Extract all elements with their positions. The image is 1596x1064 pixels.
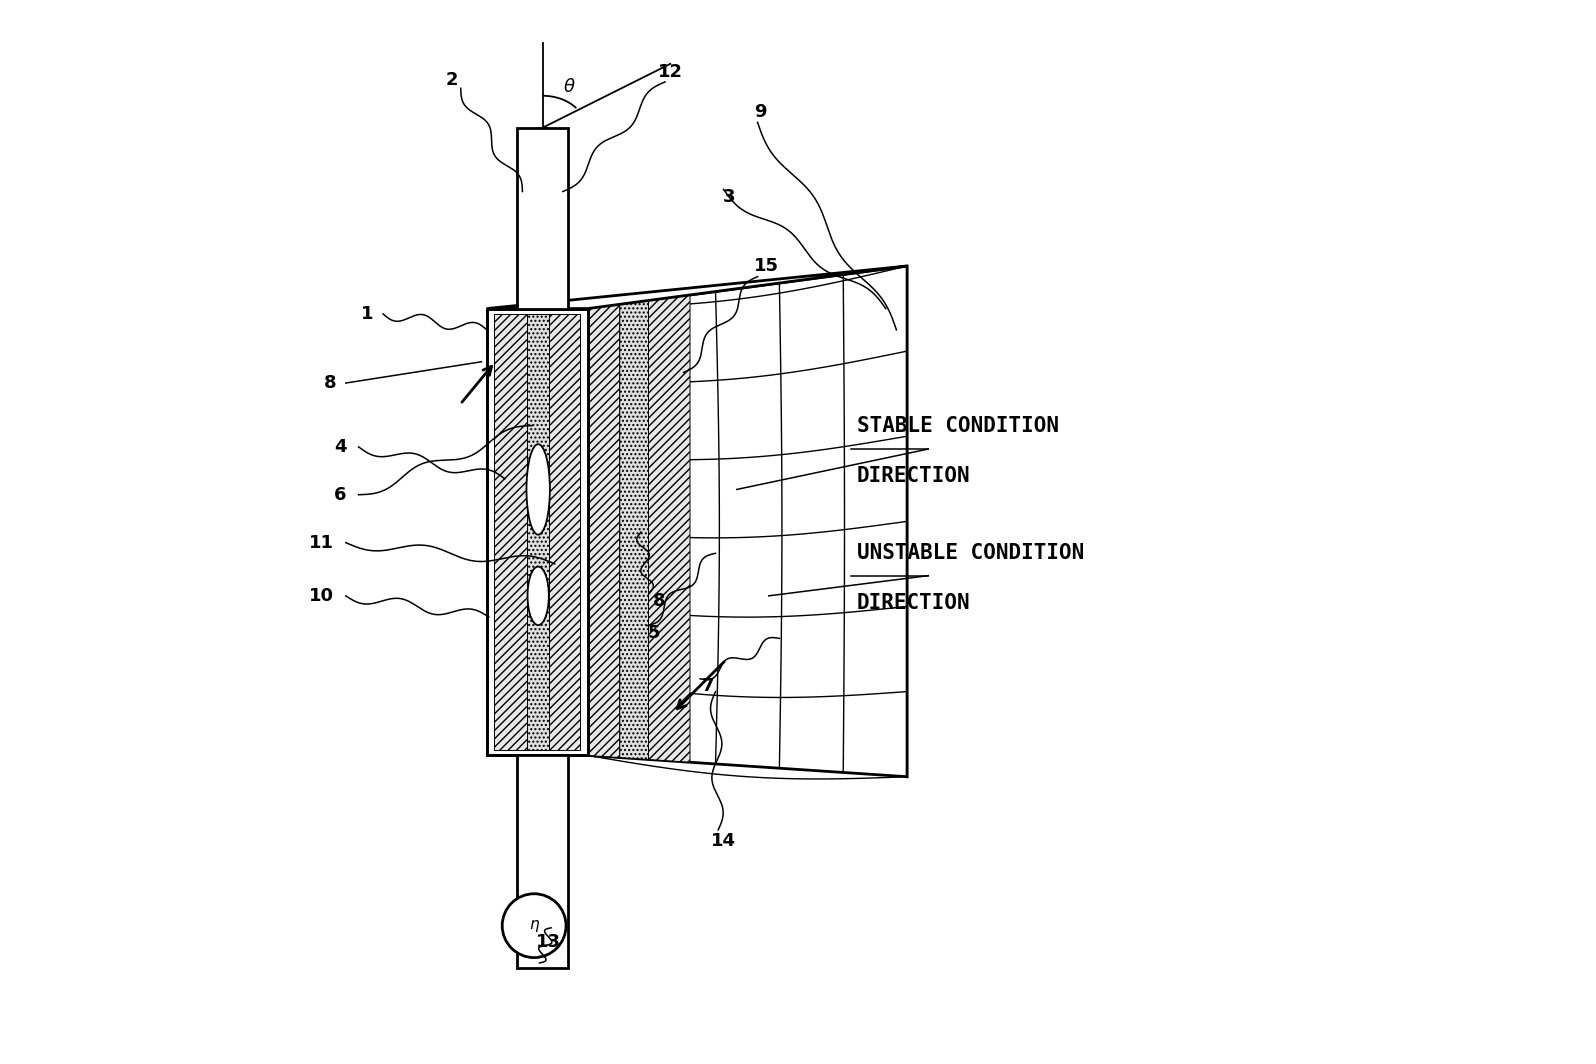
- Polygon shape: [487, 309, 587, 755]
- Text: 14: 14: [712, 832, 736, 849]
- Text: DIRECTION: DIRECTION: [857, 594, 970, 613]
- Text: 9: 9: [755, 103, 768, 120]
- Polygon shape: [495, 314, 527, 750]
- Text: UNSTABLE CONDITION: UNSTABLE CONDITION: [857, 544, 1084, 563]
- Ellipse shape: [528, 566, 549, 626]
- Text: 3: 3: [723, 188, 736, 205]
- Text: STABLE CONDITION: STABLE CONDITION: [857, 416, 1058, 435]
- Ellipse shape: [527, 445, 551, 535]
- Polygon shape: [527, 314, 549, 750]
- Polygon shape: [619, 300, 648, 760]
- Text: DIRECTION: DIRECTION: [857, 466, 970, 485]
- Text: 7: 7: [701, 678, 713, 695]
- Text: 1: 1: [361, 305, 373, 322]
- Polygon shape: [587, 304, 619, 758]
- Polygon shape: [587, 266, 907, 777]
- Text: $\eta$: $\eta$: [528, 917, 539, 934]
- Text: 12: 12: [658, 64, 683, 81]
- Polygon shape: [517, 755, 568, 968]
- Polygon shape: [648, 295, 689, 762]
- Polygon shape: [487, 266, 907, 309]
- Text: 2: 2: [445, 71, 458, 88]
- Text: 15: 15: [753, 257, 779, 275]
- Polygon shape: [517, 128, 568, 309]
- Circle shape: [503, 894, 567, 958]
- Text: 11: 11: [310, 534, 334, 551]
- Text: 13: 13: [536, 933, 560, 950]
- Text: 8: 8: [653, 593, 666, 610]
- Text: 4: 4: [334, 438, 346, 455]
- Text: 6: 6: [334, 486, 346, 503]
- Text: $\theta$: $\theta$: [563, 79, 576, 96]
- Text: 5: 5: [648, 625, 661, 642]
- Text: 10: 10: [310, 587, 334, 604]
- Text: 8: 8: [324, 375, 337, 392]
- Polygon shape: [549, 314, 581, 750]
